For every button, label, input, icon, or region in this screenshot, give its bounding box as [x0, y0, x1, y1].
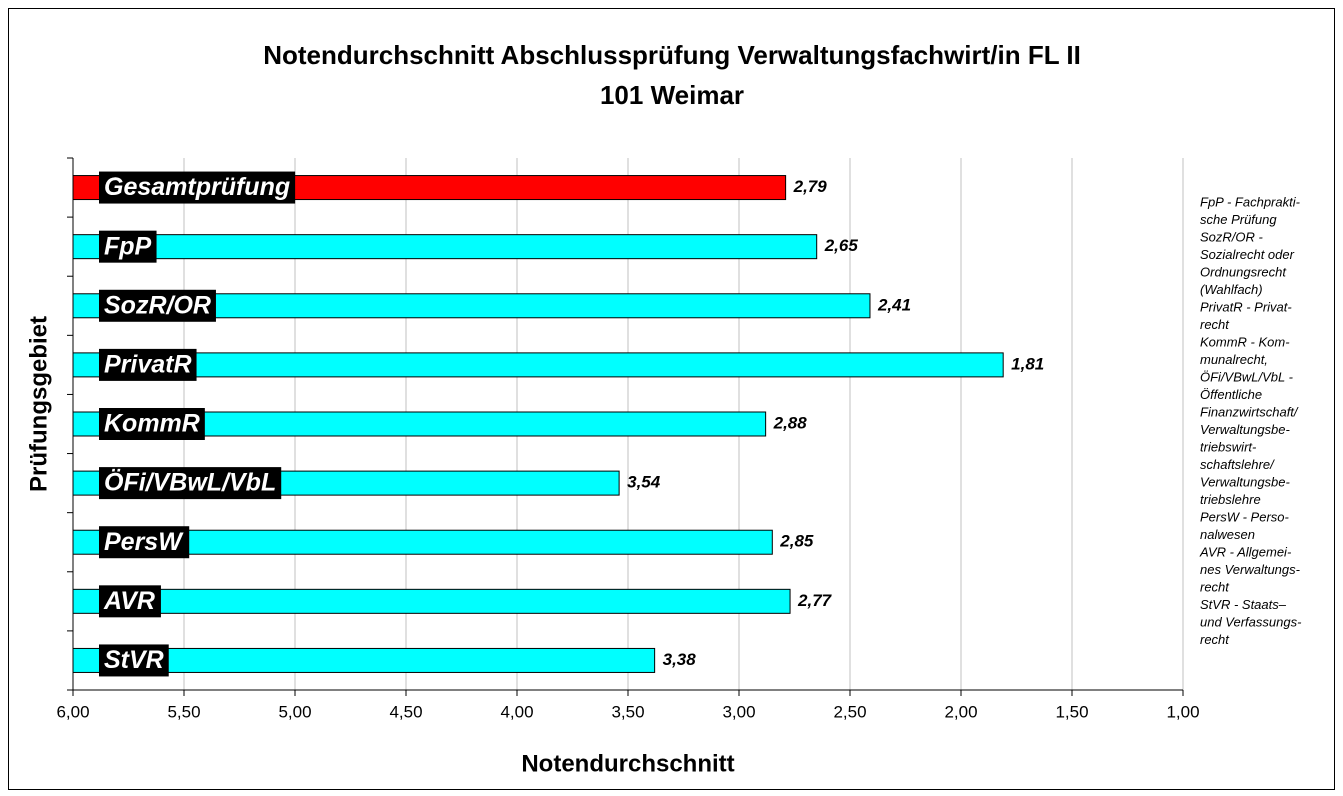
note-line: AVR - Allgemei- [1199, 544, 1292, 559]
chart-title: 101 Weimar [600, 80, 744, 110]
x-tick-label: 1,00 [1166, 702, 1199, 721]
value-label: 2,79 [793, 177, 828, 196]
note-line: triebslehre [1200, 492, 1261, 507]
category-label: KommR [104, 410, 200, 438]
category-label: PersW [104, 528, 184, 556]
bar [73, 235, 817, 259]
x-tick-label: 6,00 [56, 702, 89, 721]
value-label: 3,38 [663, 650, 697, 669]
note-line: recht [1200, 317, 1230, 332]
note-line: Finanzwirtschaft/ [1200, 404, 1299, 419]
value-label: 2,41 [877, 295, 911, 314]
x-tick-label: 4,50 [389, 702, 422, 721]
chart: Notendurchschnitt Abschlussprüfung Verwa… [0, 0, 1343, 796]
note-line: StVR - Staats– [1200, 597, 1287, 612]
x-tick-label: 2,50 [833, 702, 866, 721]
note-line: KommR - Kom- [1200, 334, 1290, 349]
value-label: 3,54 [627, 473, 661, 492]
y-axis-label: Prüfungsgebiet [25, 316, 52, 492]
value-label: 2,88 [773, 413, 808, 432]
x-tick-label: 3,00 [722, 702, 755, 721]
value-label: 2,85 [779, 532, 814, 551]
note-line: Ordnungsrecht [1200, 264, 1287, 279]
note-line: recht [1200, 579, 1230, 594]
value-label: 2,65 [824, 236, 859, 255]
chart-title: Notendurchschnitt Abschlussprüfung Verwa… [263, 40, 1081, 70]
bar [73, 589, 790, 613]
x-tick-label: 5,00 [278, 702, 311, 721]
category-label: AVR [103, 587, 155, 615]
note-line: sche Prüfung [1200, 212, 1277, 227]
x-tick-label: 1,50 [1055, 702, 1088, 721]
note-line: Sozialrecht oder [1200, 247, 1295, 262]
x-tick-label: 2,00 [944, 702, 977, 721]
note-line: munalrecht, [1200, 352, 1268, 367]
category-label: PrivatR [104, 350, 192, 378]
note-line: SozR/OR - [1200, 229, 1264, 244]
x-tick-label: 3,50 [611, 702, 644, 721]
note-line: PrivatR - Privat- [1200, 299, 1292, 314]
note-line: schaftslehre/ [1200, 457, 1275, 472]
x-tick-label: 5,50 [167, 702, 200, 721]
category-label: SozR/OR [104, 291, 211, 319]
note-line: recht [1200, 632, 1230, 647]
value-label: 2,77 [797, 591, 833, 610]
note-line: Öffentliche [1200, 387, 1262, 402]
note-line: FpP - Fachprakti- [1200, 194, 1301, 209]
category-label: FpP [104, 232, 152, 260]
note-line: (Wahlfach) [1200, 282, 1263, 297]
category-label: StVR [104, 646, 164, 674]
note-line: Verwaltungsbe- [1200, 474, 1291, 489]
note-line: Verwaltungsbe- [1200, 422, 1291, 437]
note-line: nes Verwaltungs- [1200, 562, 1301, 577]
bar [73, 353, 1003, 377]
note-line: ÖFi/VBwL/VbL - [1200, 369, 1294, 384]
x-axis-label: Notendurchschnitt [521, 750, 734, 777]
note-line: triebswirt- [1200, 439, 1257, 454]
x-tick-label: 4,00 [500, 702, 533, 721]
category-label: ÖFi/VBwL/VbL [104, 468, 276, 497]
note-line: und Verfassungs- [1200, 614, 1302, 629]
note-line: nalwesen [1200, 527, 1255, 542]
value-label: 1,81 [1011, 354, 1044, 373]
note-line: PersW - Perso- [1200, 509, 1290, 524]
category-label: Gesamtprüfung [104, 173, 290, 201]
